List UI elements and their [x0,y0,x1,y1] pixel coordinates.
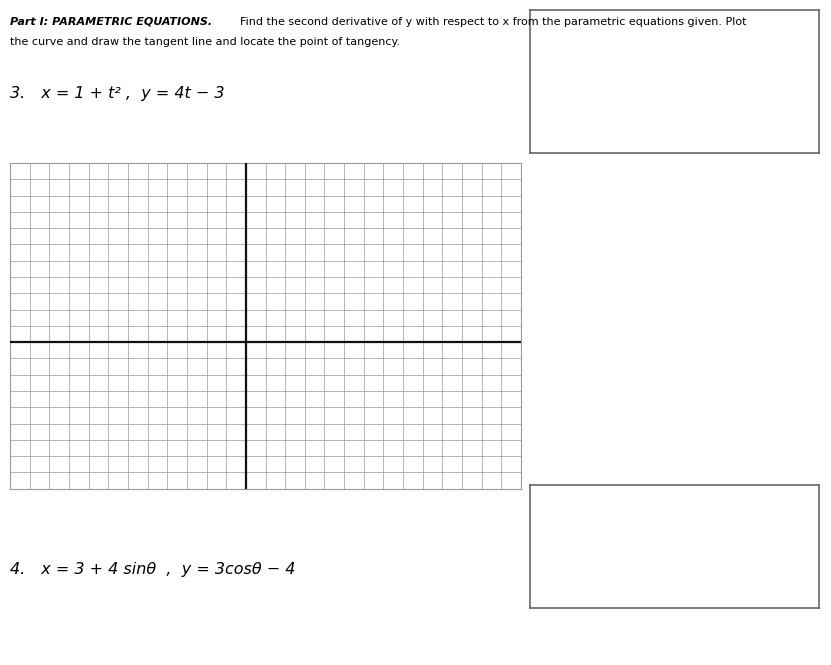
Text: Part I: PARAMETRIC EQUATIONS.: Part I: PARAMETRIC EQUATIONS. [10,17,212,27]
Text: the curve and draw the tangent line and locate the point of tangency.: the curve and draw the tangent line and … [10,37,400,47]
Text: Find the second derivative of y with respect to x from the parametric equations : Find the second derivative of y with res… [240,17,747,27]
Text: 3. x = 1 + t² ,  y = 4t − 3: 3. x = 1 + t² , y = 4t − 3 [10,86,224,102]
Text: 4. x = 3 + 4 sinθ  ,  y = 3cosθ − 4: 4. x = 3 + 4 sinθ , y = 3cosθ − 4 [10,562,295,577]
